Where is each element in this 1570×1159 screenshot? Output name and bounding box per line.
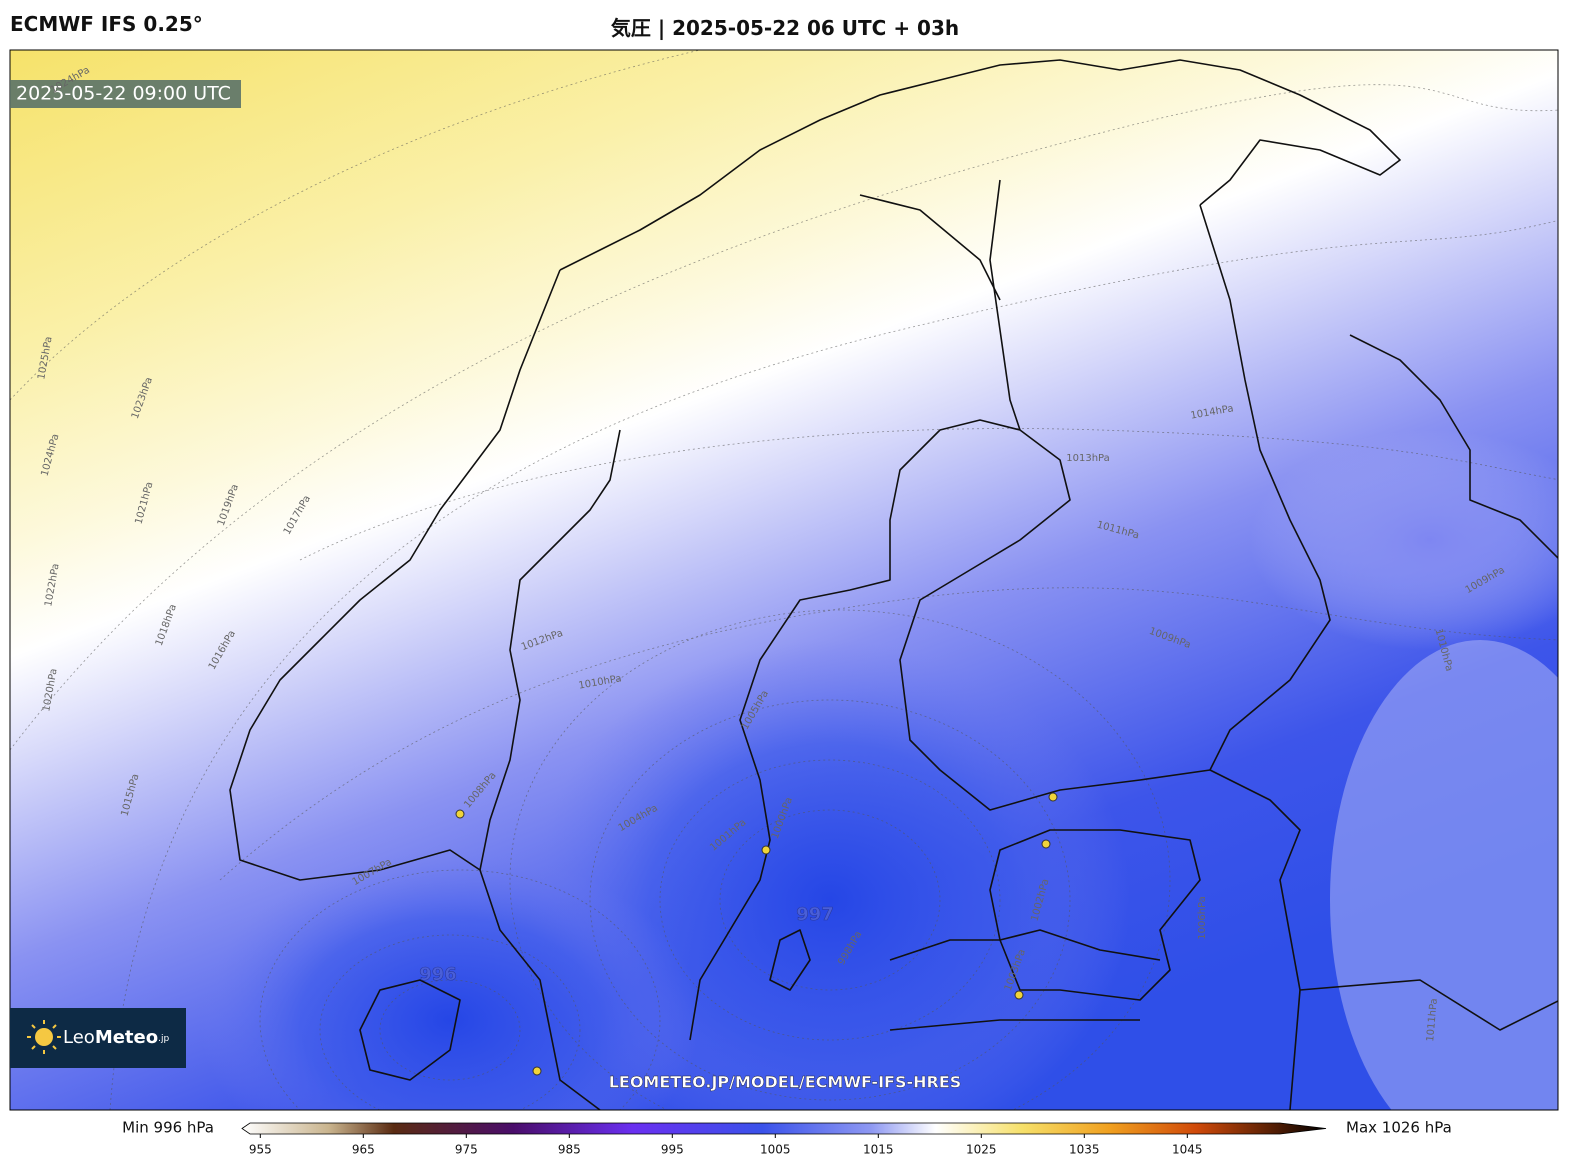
colorbar-tick-label: 1005 <box>760 1143 791 1157</box>
colorbar: 955 965 975 985 995 1005 1015 1025 1035 1045 <box>241 1122 1327 1157</box>
timestamp-box <box>10 80 241 108</box>
logo-suffix: .jp <box>158 1034 169 1044</box>
colorbar-bar <box>241 1122 1327 1135</box>
logo: LeoMeteo.jp <box>10 1008 186 1068</box>
isobar-label: 1006hPa <box>1197 896 1208 940</box>
colorbar-tick-label: 1035 <box>1069 1143 1100 1157</box>
map-title: 気圧 | 2025-05-22 06 UTC + 03h <box>610 16 960 40</box>
colorbar-min: Min 996 hPa <box>122 1119 214 1137</box>
colorbar-tick-label: 975 <box>455 1143 478 1157</box>
watermark: LEOMETEO.JP/MODEL/ECMWF-IFS-HRES <box>609 1073 962 1092</box>
colorbar-tick-label: 985 <box>558 1143 581 1157</box>
map-frame <box>9 49 1559 1111</box>
colorbar-tick-label: 995 <box>661 1143 684 1157</box>
colorbar-tick-label: 1045 <box>1172 1143 1203 1157</box>
model-name: ECMWF IFS 0.25° <box>10 12 203 36</box>
low-label: 997 <box>796 904 834 925</box>
logo-light: Leo <box>63 1027 95 1048</box>
logo-bold: Meteo <box>95 1027 158 1048</box>
map-field <box>10 50 1558 1110</box>
logo-text: LeoMeteo.jp <box>63 1027 169 1048</box>
isobar-label: 1011hPa <box>1425 998 1440 1042</box>
low-label: 996 <box>419 964 457 985</box>
timestamp: 2025-05-22 09:00 UTC <box>16 83 231 105</box>
colorbar-tick-label: 1015 <box>863 1143 894 1157</box>
colorbar-tick-label: 965 <box>352 1143 375 1157</box>
isobar-label: 1013hPa <box>1066 453 1110 464</box>
colorbar-tick-label: 955 <box>249 1143 272 1157</box>
colorbar-max: Max 1026 hPa <box>1346 1119 1452 1137</box>
colorbar-tick-label: 1025 <box>966 1143 997 1157</box>
